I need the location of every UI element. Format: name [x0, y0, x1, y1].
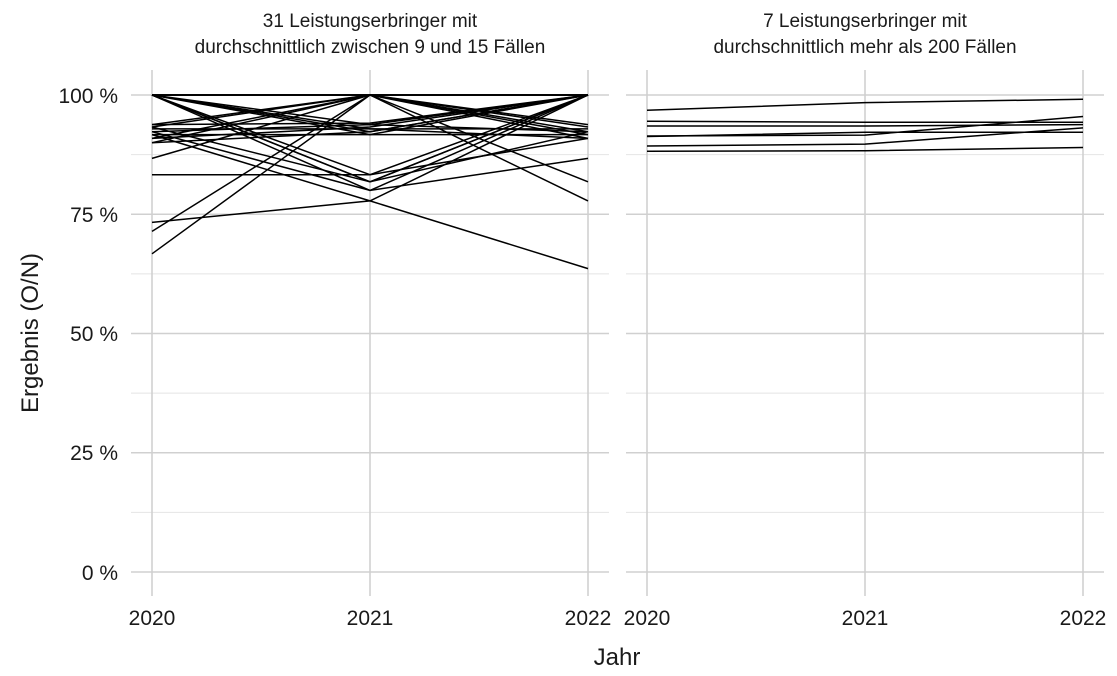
panel-1-title-line1: 31 Leistungserbringer mit: [263, 11, 478, 32]
panel-2-series: [646, 98, 1084, 153]
panel-1-series-line-29: [151, 94, 589, 140]
panel-1-series-line-19: [151, 94, 589, 144]
panel-1-gridlines: [131, 70, 609, 596]
x-axis-title: Jahr: [594, 644, 641, 671]
y-tick-75: 75 %: [70, 204, 118, 227]
panel-1-series: [151, 94, 589, 270]
panel-2-x-tick-2022: 2022: [1060, 607, 1107, 630]
y-tick-0: 0 %: [82, 562, 118, 585]
panel-1-series-line-26: [151, 94, 589, 192]
panel-1-series-line-28: [151, 94, 589, 136]
panel-2-series-line-5: [646, 131, 1083, 138]
panel-1-series-line-31: [151, 94, 589, 183]
panel-2-title-line1: 7 Leistungserbringer mit: [763, 11, 968, 32]
panel-2-x-tick-2021: 2021: [842, 607, 889, 630]
panel-2-series-line-6: [646, 127, 1084, 147]
panel-1-series-line-22: [152, 137, 589, 176]
panel-1-x-tick-2020: 2020: [129, 607, 176, 630]
y-axis: 0 % 25 % 50 % 75 % 100 %: [58, 85, 118, 585]
y-tick-100: 100 %: [58, 85, 118, 108]
y-tick-25: 25 %: [70, 442, 118, 465]
y-tick-50: 50 %: [70, 323, 118, 346]
panel-2-title-line2: durchschnittlich mehr als 200 Fällen: [713, 37, 1016, 58]
panel-1-x-tick-2021: 2021: [347, 607, 394, 630]
panel-2-series-line-1: [646, 98, 1084, 112]
panel-1-series-line-30: [151, 94, 589, 140]
panel-2-gridlines: [626, 70, 1104, 596]
y-axis-title: Ergebnis (O/N): [17, 253, 44, 413]
panel-2-series-line-7: [646, 146, 1084, 153]
panel-2-x-tick-2020: 2020: [624, 607, 671, 630]
panel-1-series-line-27: [151, 123, 589, 133]
panel-2-series-line-3: [647, 123, 1084, 127]
panel-1: 31 Leistungserbringer mit durchschnittli…: [129, 11, 612, 630]
panel-1-x-tick-2022: 2022: [565, 607, 612, 630]
panel-1-title-line2: durchschnittlich zwischen 9 und 15 Fälle…: [195, 37, 546, 58]
panel-2: 7 Leistungserbringer mit durchschnittlic…: [624, 11, 1107, 630]
panel-1-series-line-23: [151, 94, 589, 224]
